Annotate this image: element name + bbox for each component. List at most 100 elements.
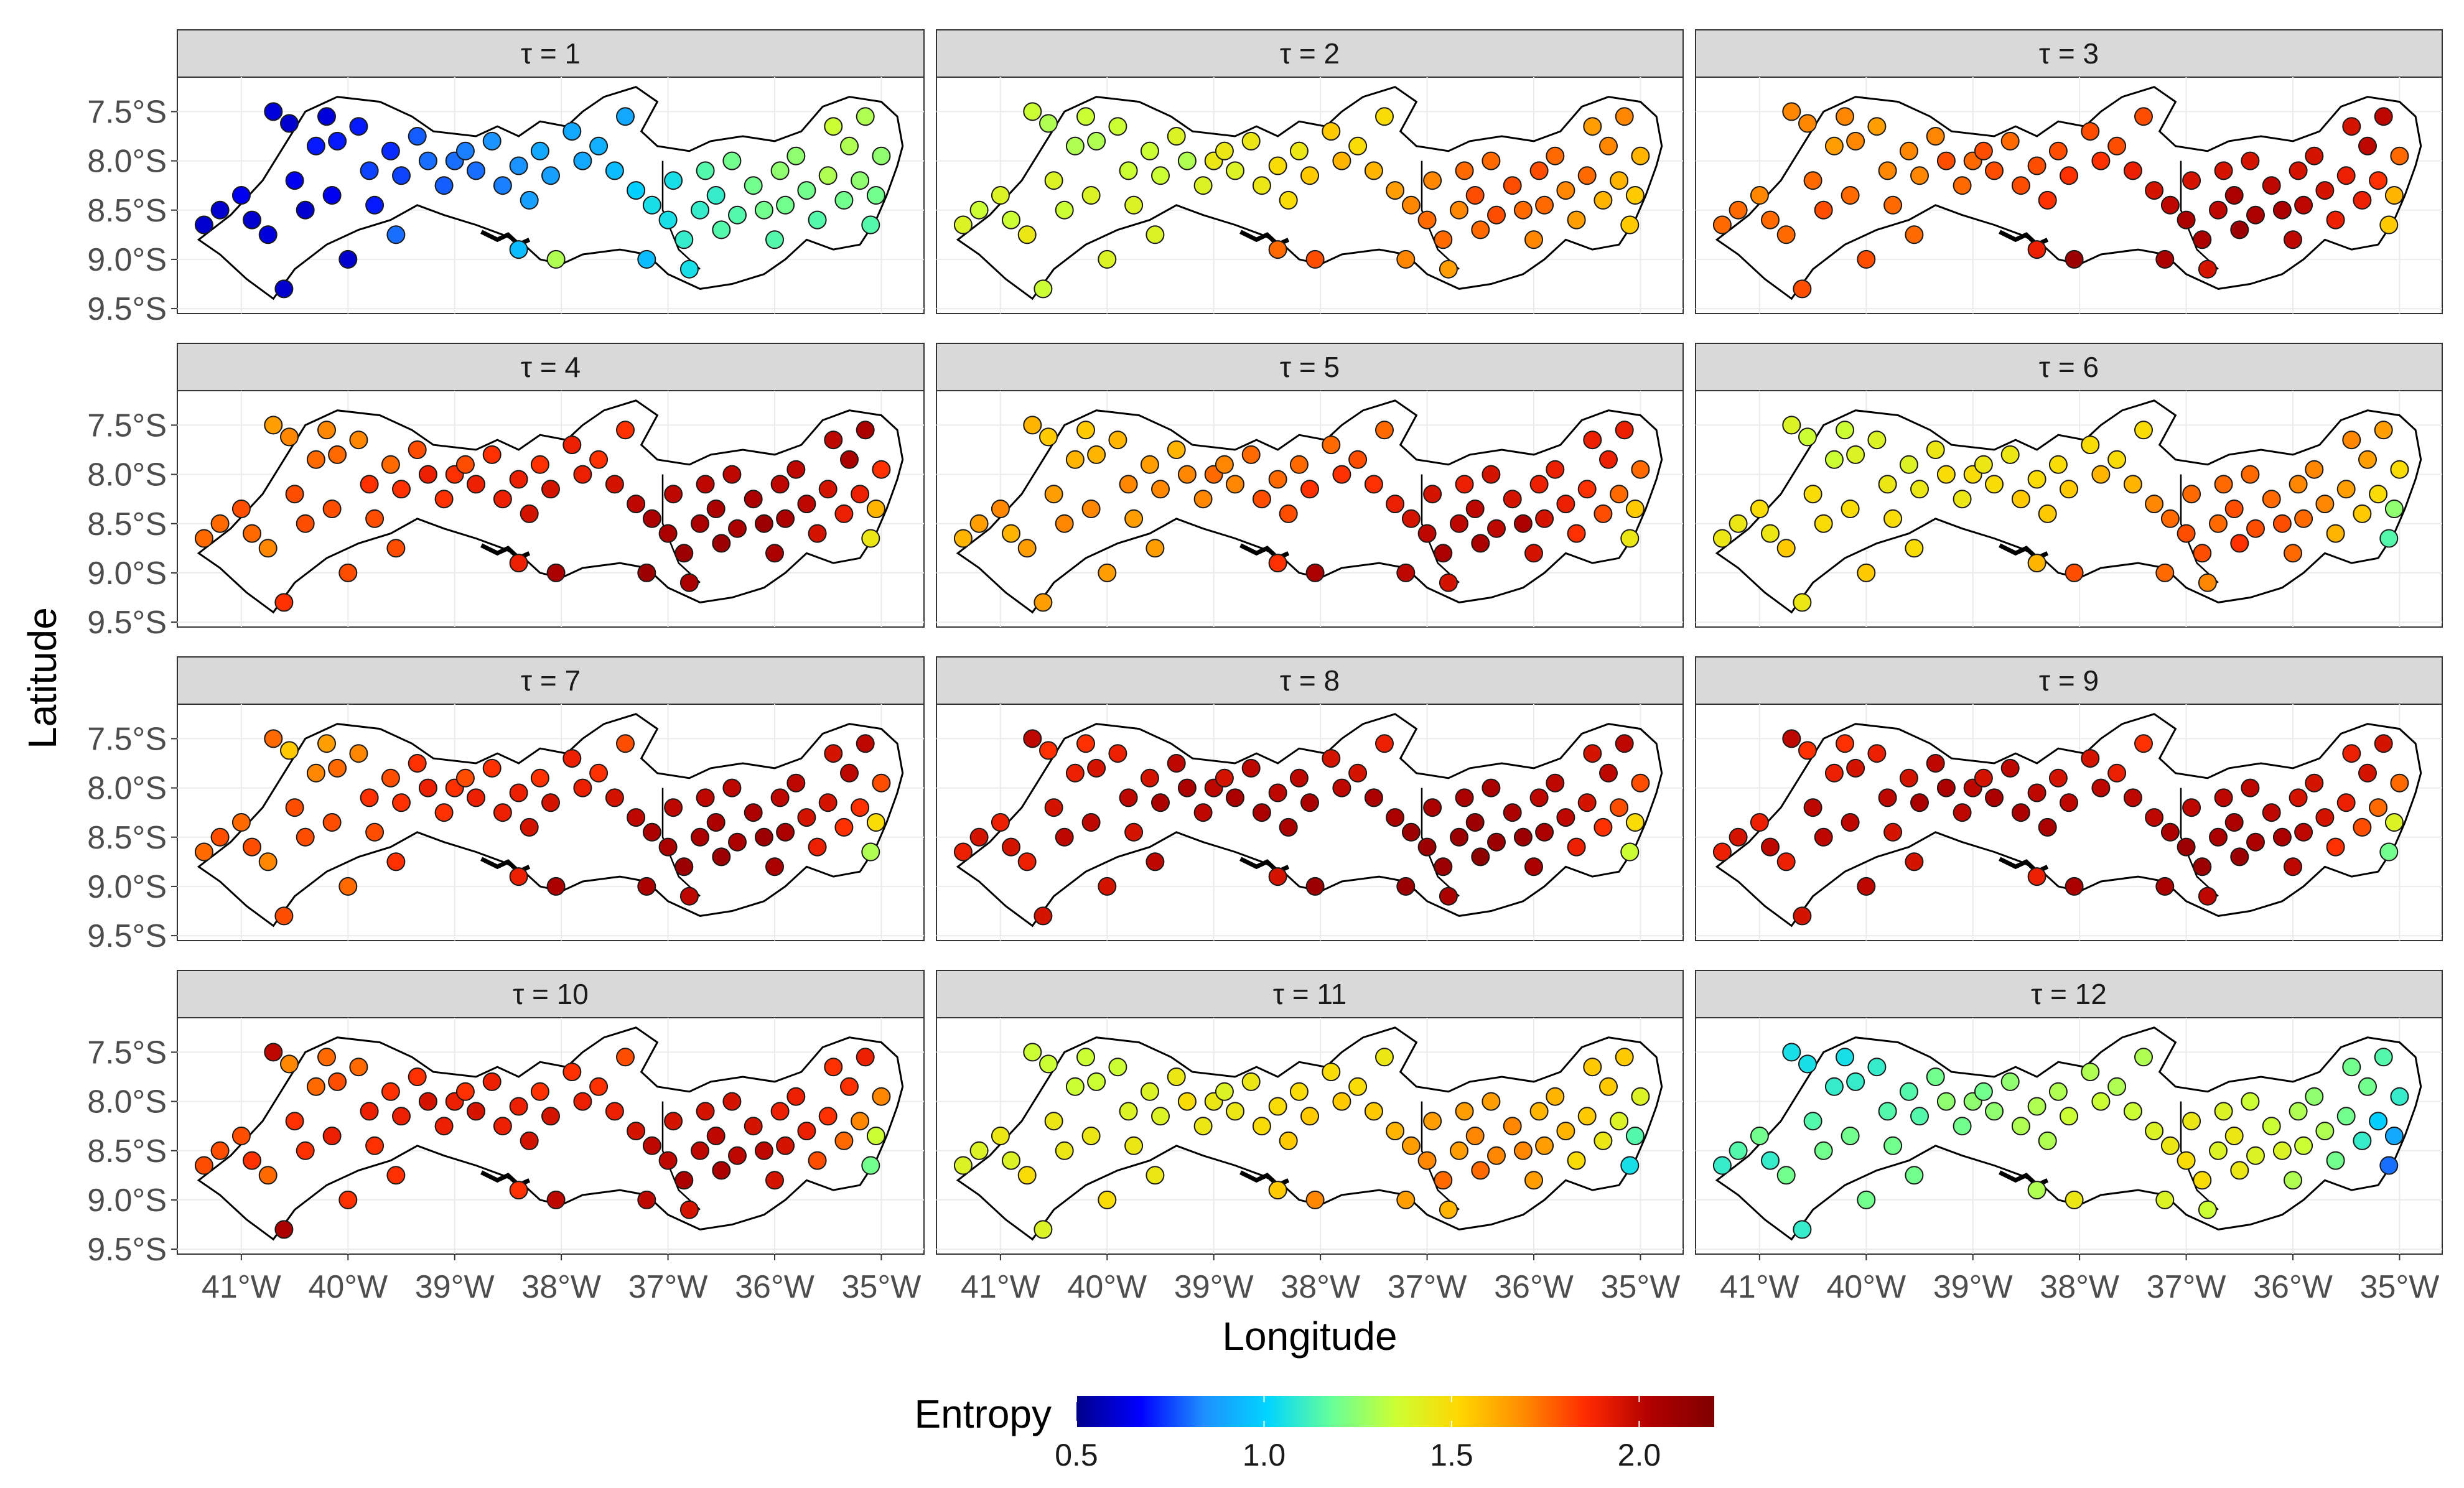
station-point <box>1146 852 1165 872</box>
panel-strip <box>936 970 1684 1018</box>
station-point <box>953 215 973 235</box>
station-point <box>306 450 325 469</box>
station-point <box>2369 171 2388 190</box>
station-point <box>2000 445 2020 464</box>
station-point <box>2065 563 2084 582</box>
x-tick-label: 40°W <box>1826 1269 1906 1305</box>
station-point <box>2353 190 2372 210</box>
station-point <box>722 465 742 484</box>
station-point <box>1167 754 1186 773</box>
station-point <box>1620 529 1640 548</box>
station-point <box>1482 465 1501 484</box>
station-point <box>637 877 656 896</box>
station-point <box>1044 1112 1063 1131</box>
station-point <box>2081 122 2100 141</box>
station-point <box>1583 1058 1602 1077</box>
station-point <box>1761 210 1780 230</box>
station-point <box>408 127 427 146</box>
station-point <box>2027 240 2046 259</box>
panel-strip-label: τ = 9 <box>2039 664 2099 697</box>
station-point <box>1364 788 1383 807</box>
station-point <box>2289 475 2308 494</box>
state-outline <box>197 1026 904 1241</box>
station-point <box>2065 1190 2084 1209</box>
station-point <box>808 1151 827 1170</box>
station-point <box>1782 1043 1801 1062</box>
station-point <box>1776 225 1796 244</box>
station-point <box>1776 539 1796 558</box>
station-point <box>1098 1190 1117 1209</box>
state-outline <box>197 713 904 928</box>
station-point <box>1824 136 1844 156</box>
station-point <box>1039 741 1058 760</box>
y-tick-label: 9.5°S <box>87 291 167 327</box>
station-point <box>1386 808 1405 827</box>
station-point <box>2123 1102 2142 1121</box>
station-point <box>2305 1087 2324 1106</box>
station-point <box>637 249 656 269</box>
station-point <box>744 176 763 195</box>
station-point <box>1556 181 1575 200</box>
station-point <box>1002 837 1020 857</box>
state-outline <box>197 86 904 300</box>
station-point <box>306 136 325 156</box>
station-point <box>381 141 400 160</box>
station-point <box>243 210 261 230</box>
station-point <box>1899 768 1918 788</box>
station-point <box>1364 475 1383 494</box>
station-point <box>1401 1136 1421 1155</box>
station-point <box>1268 1181 1287 1200</box>
station-point <box>285 1112 304 1131</box>
station-point <box>1108 744 1127 763</box>
region-boundary <box>1421 160 1460 270</box>
station-point <box>520 190 539 210</box>
station-point <box>1487 519 1506 538</box>
station-point <box>1289 455 1309 474</box>
station-point <box>285 171 304 190</box>
station-point <box>530 1082 549 1101</box>
station-point <box>1599 763 1618 783</box>
station-point <box>1034 1220 1053 1239</box>
panel-strip <box>177 29 925 78</box>
station-point <box>1846 1072 1865 1091</box>
station-point <box>1577 793 1597 812</box>
station-point <box>2294 195 2313 215</box>
station-point <box>1108 1058 1127 1077</box>
station-point <box>1300 166 1319 185</box>
station-point <box>386 1166 406 1185</box>
station-point <box>637 563 656 582</box>
station-point <box>616 734 635 753</box>
station-point <box>1878 475 1897 494</box>
station-point <box>1055 1141 1074 1160</box>
station-point <box>1729 827 1748 847</box>
station-point <box>1905 225 1924 244</box>
station-point <box>2091 465 2111 484</box>
station-point <box>1535 509 1554 528</box>
station-point <box>1017 225 1037 244</box>
station-point <box>264 729 283 748</box>
station-point <box>2182 171 2201 190</box>
station-point <box>1455 475 1474 494</box>
station-point <box>2177 524 2196 543</box>
station-point <box>627 808 646 827</box>
station-point <box>770 1102 790 1121</box>
station-point <box>712 220 731 239</box>
station-point <box>1081 813 1101 832</box>
station-point <box>1108 117 1127 136</box>
region-boundary <box>661 474 701 584</box>
station-point <box>1119 475 1138 494</box>
panel-strip-label: τ = 5 <box>1280 351 1340 383</box>
station-point <box>328 758 347 778</box>
station-point <box>2209 1141 2228 1160</box>
station-point <box>1535 195 1554 215</box>
station-point <box>1017 852 1037 872</box>
station-point <box>258 852 278 872</box>
station-point <box>2294 822 2313 842</box>
map-panel: τ = 2 <box>936 29 1684 314</box>
station-point <box>1798 427 1817 447</box>
station-point <box>722 1092 742 1111</box>
station-point <box>1417 210 1437 230</box>
x-tick-label: 37°W <box>628 1269 708 1305</box>
station-point <box>1151 166 1170 185</box>
station-point <box>2305 146 2324 165</box>
